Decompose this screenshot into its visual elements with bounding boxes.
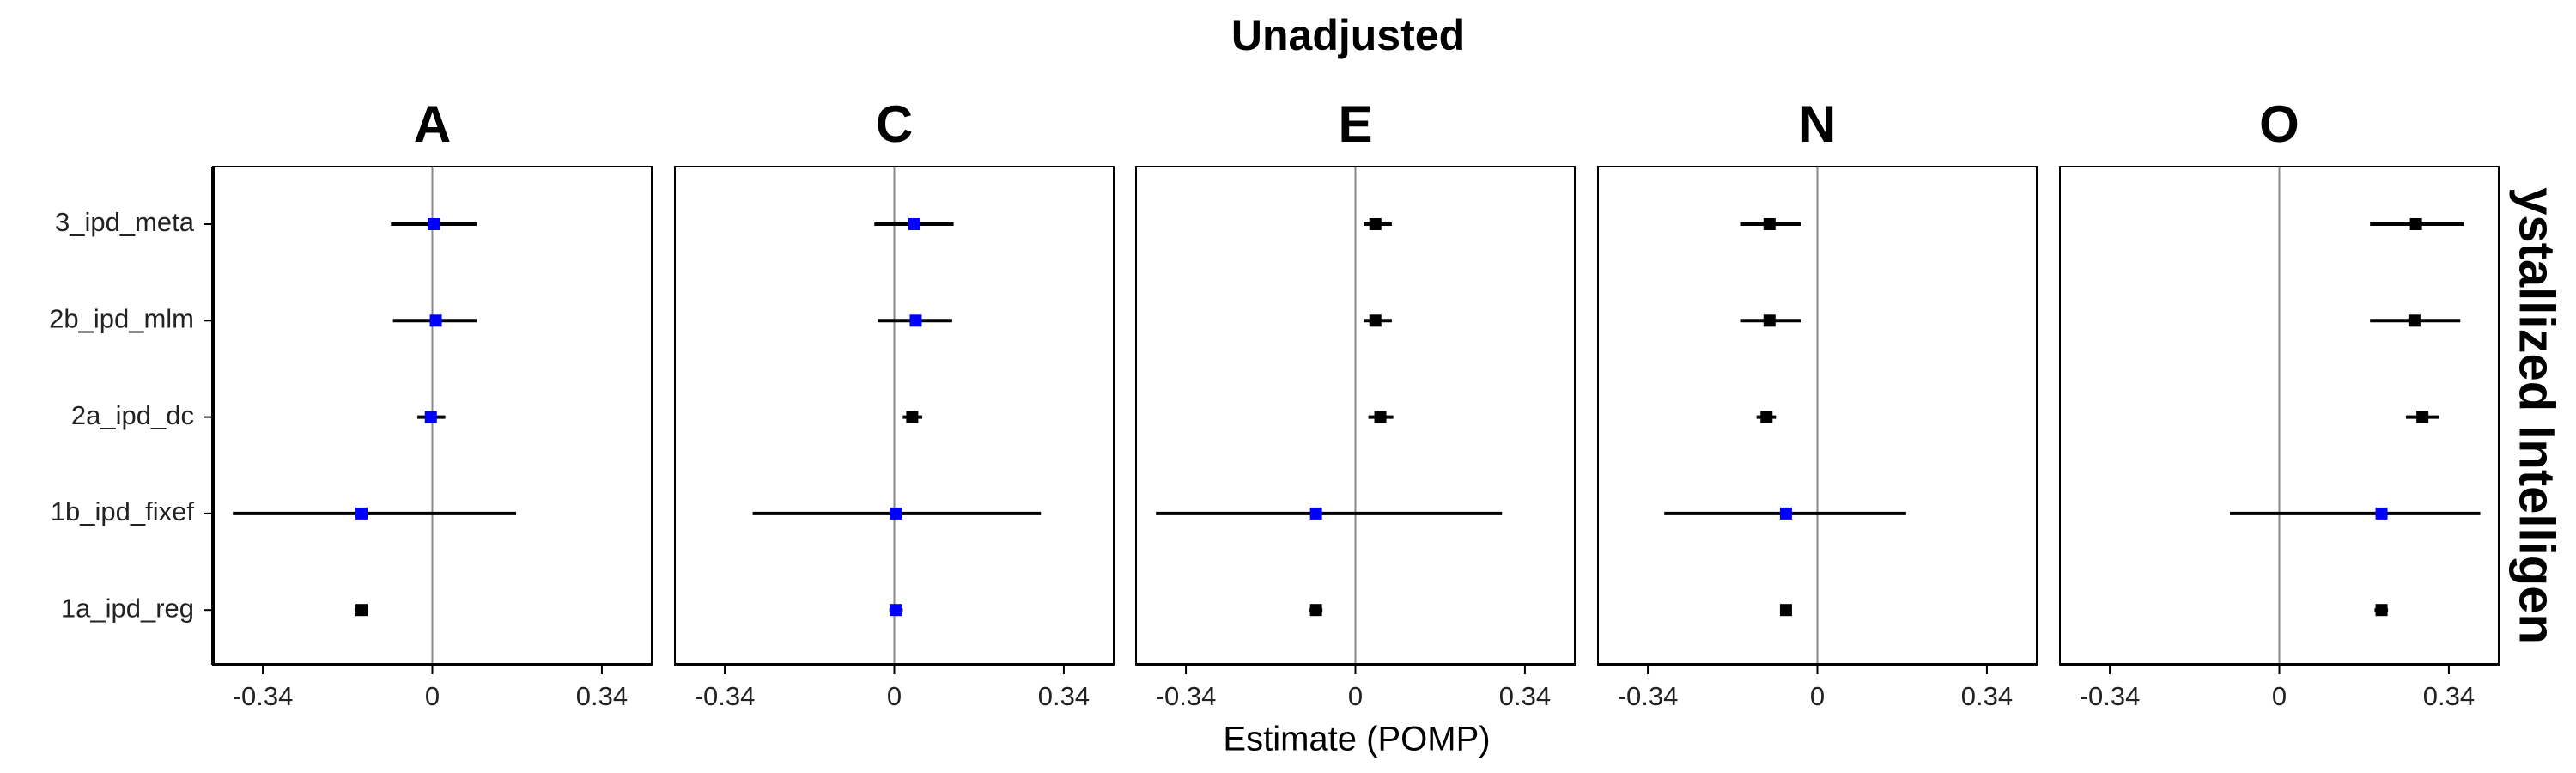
- y-tick-label: 1a_ipd_reg: [61, 593, 194, 623]
- y-tick-label: 2b_ipd_mlm: [49, 303, 194, 333]
- point-estimate: [428, 218, 440, 230]
- panel-strip-label: O: [2259, 95, 2300, 153]
- x-tick-label: 0.34: [1499, 681, 1551, 711]
- point-estimate: [890, 604, 902, 617]
- point-estimate: [908, 218, 920, 230]
- point-estimate: [1374, 411, 1387, 423]
- point-estimate: [424, 411, 437, 423]
- x-tick-label: -0.34: [695, 681, 756, 711]
- point-estimate: [1763, 314, 1776, 327]
- x-tick-label: 0: [425, 681, 440, 711]
- point-estimate: [2375, 507, 2388, 520]
- point-estimate: [1779, 507, 1792, 520]
- point-estimate: [1309, 604, 1322, 617]
- point-estimate: [1779, 604, 1792, 617]
- x-tick-label: 0: [887, 681, 902, 711]
- panel-strip-label: N: [1799, 95, 1836, 153]
- x-axis-label: Estimate (POMP): [1223, 721, 1490, 758]
- point-estimate: [890, 507, 902, 520]
- point-estimate: [429, 314, 442, 327]
- panel-strip-label: A: [414, 95, 451, 153]
- point-estimate: [906, 411, 919, 423]
- point-estimate: [1369, 218, 1382, 230]
- x-tick-label: 0: [1810, 681, 1825, 711]
- point-estimate: [1760, 411, 1773, 423]
- point-estimate: [1369, 314, 1382, 327]
- point-estimate: [2375, 604, 2388, 617]
- y-tick-label: 3_ipd_meta: [55, 207, 195, 237]
- x-tick-label: 0.34: [1961, 681, 2013, 711]
- row-strip-label: ystallized Intelligen: [2509, 187, 2565, 644]
- point-estimate: [355, 604, 368, 617]
- x-tick-label: -0.34: [1618, 681, 1679, 711]
- x-tick-label: 0: [2272, 681, 2287, 711]
- point-estimate: [1763, 218, 1776, 230]
- point-estimate: [2408, 314, 2421, 327]
- x-tick-label: 0: [1348, 681, 1363, 711]
- y-tick-label: 1b_ipd_fixef: [51, 496, 195, 526]
- point-estimate: [355, 507, 368, 520]
- x-tick-label: -0.34: [233, 681, 294, 711]
- panel-strip-label: C: [876, 95, 913, 153]
- point-estimate: [2416, 411, 2429, 423]
- panel-strip-label: E: [1338, 95, 1372, 153]
- x-tick-label: 0.34: [2423, 681, 2475, 711]
- point-estimate: [909, 314, 922, 327]
- x-tick-label: -0.34: [1156, 681, 1217, 711]
- point-estimate: [1309, 507, 1322, 520]
- x-tick-label: -0.34: [2080, 681, 2141, 711]
- x-tick-label: 0.34: [1038, 681, 1090, 711]
- chart-title: Unadjusted: [1231, 11, 1465, 59]
- x-tick-label: 0.34: [576, 681, 628, 711]
- y-tick-label: 2a_ipd_dc: [71, 400, 194, 430]
- point-estimate: [2409, 218, 2422, 230]
